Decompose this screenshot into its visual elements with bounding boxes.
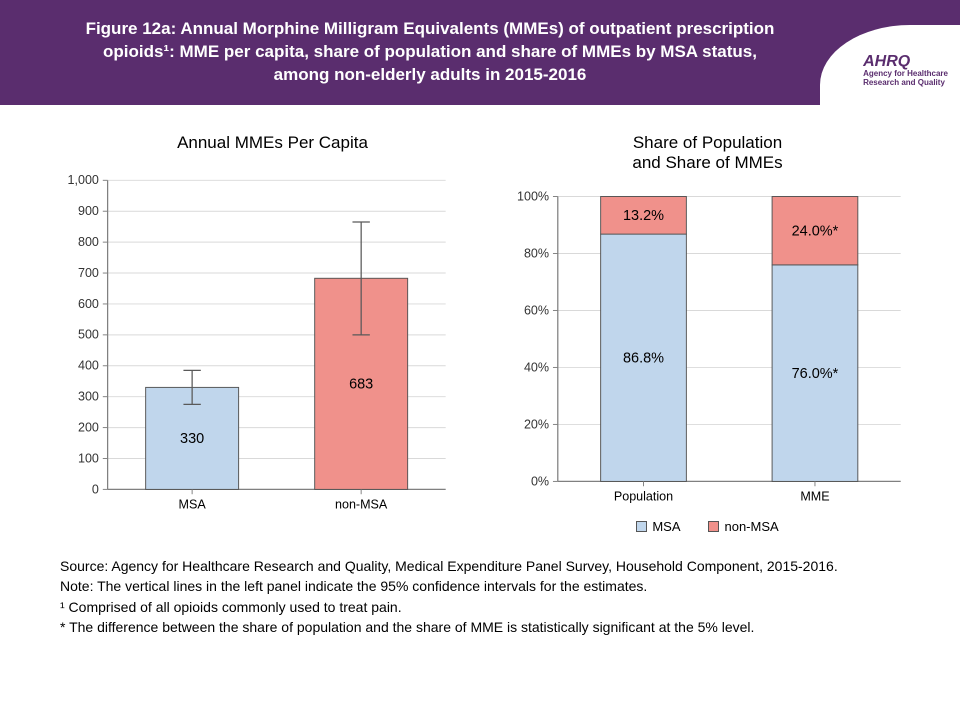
svg-text:MME: MME [800,489,829,503]
title-line-3: among non-elderly adults in 2015-2016 [30,64,830,87]
svg-text:40%: 40% [524,360,549,374]
left-chart: Annual MMEs Per Capita 0 100 200 300 400 500 6… [40,133,465,534]
svg-text:500: 500 [78,328,99,342]
legend-label-nonmsa: non-MSA [724,519,778,534]
svg-text:60%: 60% [524,303,549,317]
svg-text:Population: Population [614,489,673,503]
svg-text:20%: 20% [524,417,549,431]
right-chart-title-2: and Share of MMEs [632,153,782,172]
swatch-msa-icon [636,521,647,532]
svg-text:100%: 100% [517,189,549,203]
svg-text:200: 200 [78,421,99,435]
svg-text:900: 900 [78,204,99,218]
legend: MSA non-MSA [495,519,920,534]
svg-text:76.0%*: 76.0%* [792,366,839,382]
right-chart-title-1: Share of Population [633,133,782,152]
right-chart: Share of Population and Share of MMEs 0%… [495,133,920,534]
svg-text:13.2%: 13.2% [623,208,664,224]
svg-text:86.8%: 86.8% [623,350,664,366]
svg-text:400: 400 [78,359,99,373]
swatch-nonmsa-icon [708,521,719,532]
svg-text:683: 683 [349,377,373,393]
svg-text:24.0%*: 24.0%* [792,223,839,239]
legend-label-msa: MSA [652,519,680,534]
title-line-2: opioids¹: MME per capita, share of popul… [30,41,830,64]
svg-text:non-MSA: non-MSA [335,498,388,512]
charts-row: Annual MMEs Per Capita 0 100 200 300 400 500 6… [0,105,960,544]
right-chart-title: Share of Population and Share of MMEs [495,133,920,174]
logo-main: AHRQ [863,53,948,71]
footnote-star: * The difference between the share of po… [60,617,900,637]
legend-item-nonmsa: non-MSA [708,519,778,534]
logo-sub-2: Research and Quality [863,79,948,88]
svg-text:300: 300 [78,390,99,404]
left-chart-svg: 0 100 200 300 400 500 600 700 800 900 1,000 330 MSA 6… [40,161,465,518]
figure-header: Figure 12a: Annual Morphine Milligram Eq… [0,0,960,105]
svg-text:80%: 80% [524,246,549,260]
footnote-source: Source: Agency for Healthcare Research a… [60,556,900,576]
svg-text:1,000: 1,000 [68,173,99,187]
svg-text:700: 700 [78,266,99,280]
footnote-1: ¹ Comprised of all opioids commonly used… [60,597,900,617]
footnotes: Source: Agency for Healthcare Research a… [0,544,960,637]
title-line-1: Figure 12a: Annual Morphine Milligram Eq… [30,18,830,41]
svg-text:800: 800 [78,235,99,249]
footnote-note: Note: The vertical lines in the left pan… [60,576,900,596]
left-chart-title: Annual MMEs Per Capita [40,133,465,153]
ahrq-logo: AHRQ Agency for Healthcare Research and … [820,25,960,115]
svg-text:600: 600 [78,297,99,311]
svg-text:0: 0 [92,482,99,496]
legend-item-msa: MSA [636,519,680,534]
svg-text:0%: 0% [531,474,549,488]
svg-text:100: 100 [78,452,99,466]
svg-text:MSA: MSA [179,498,207,512]
svg-text:330: 330 [180,431,204,447]
right-chart-svg: 0% 20% 40% 60% 80% 100% 86.8% 13.2% Population 76… [495,182,920,510]
